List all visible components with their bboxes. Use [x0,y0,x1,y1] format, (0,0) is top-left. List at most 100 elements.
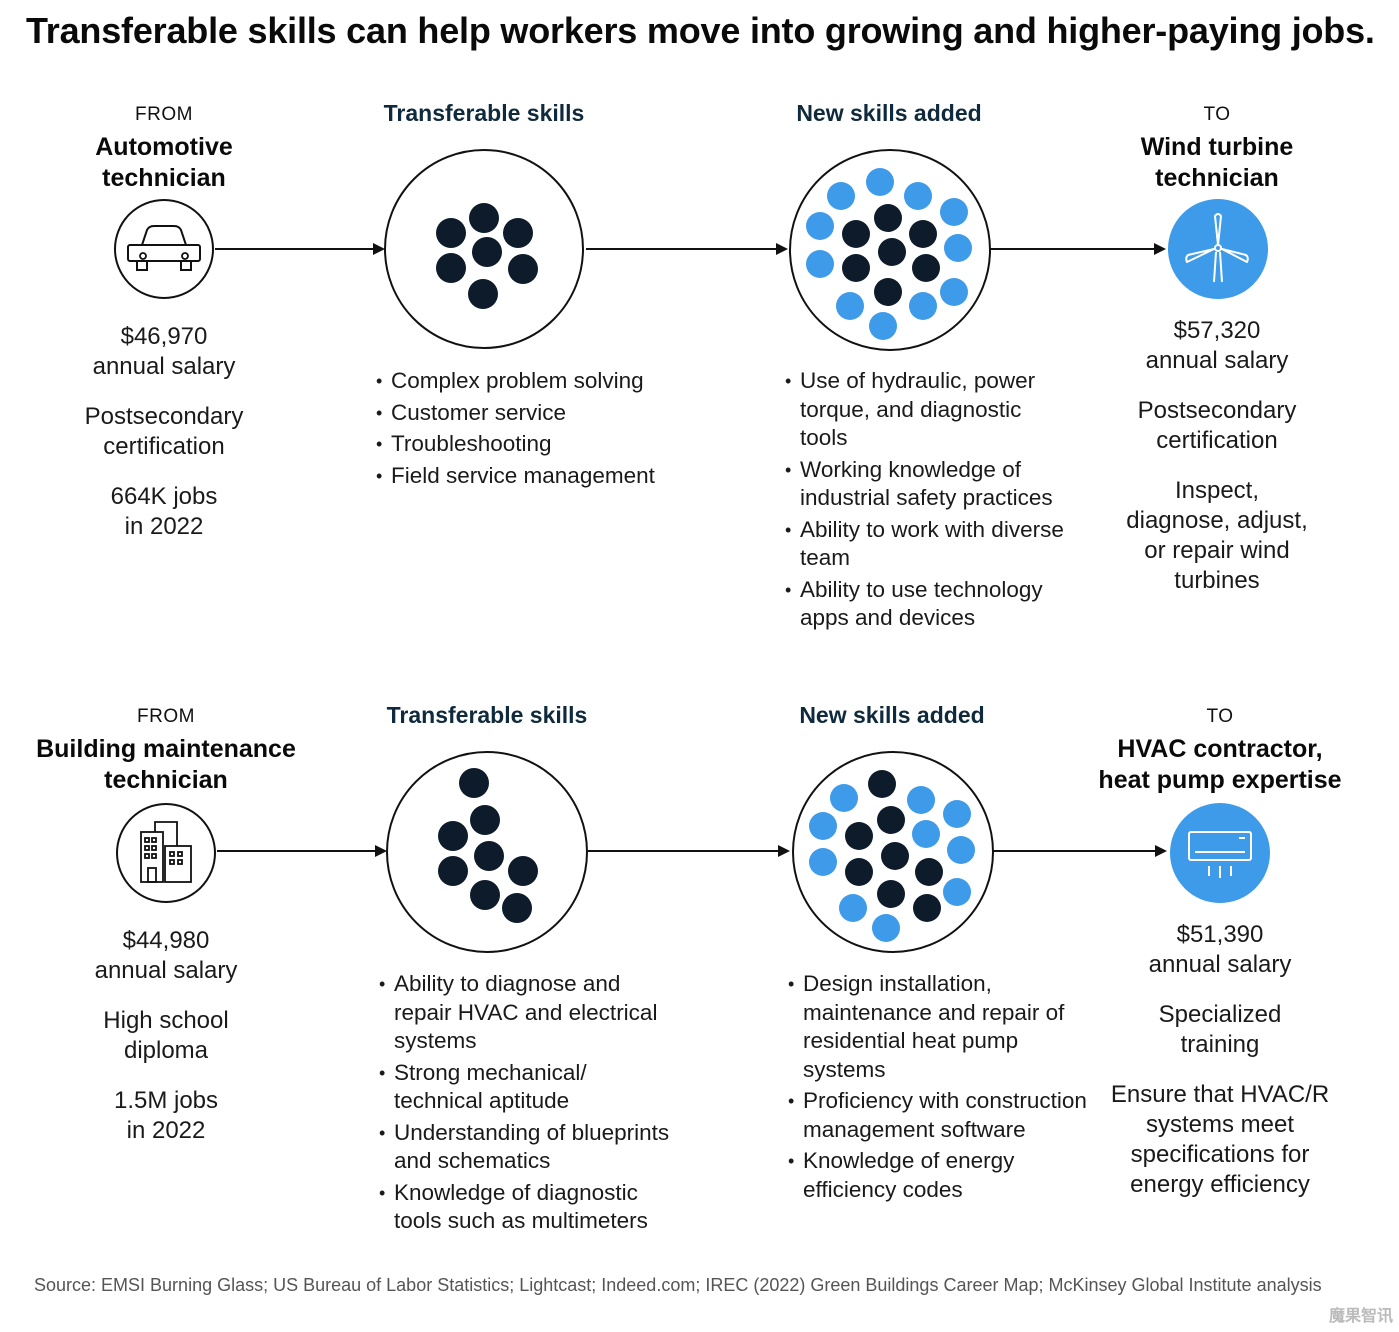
new-skills-heading: New skills added [796,100,982,126]
transferable-skills-heading: Transferable skills [383,100,585,126]
list-item: Understanding of blueprints and schemati… [379,1119,679,1176]
list-item: Proficiency with construction management… [788,1087,1088,1144]
skill-dot [502,893,532,923]
skill-dot [913,894,941,922]
new-skills-circle [791,750,995,959]
skill-dot [459,768,489,798]
skill-dot [845,858,873,886]
skill-dot [469,203,499,233]
to-salary-label: annual salary [1148,951,1292,978]
skill-dot [806,212,834,240]
from-education: High school diploma [103,1007,229,1064]
skill-dot [508,856,538,886]
from-jobs: 664K jobs in 2022 [110,483,218,540]
skill-dot [836,292,864,320]
arrow-connector [215,243,385,255]
air-conditioner-icon [1169,802,1271,909]
car-icon [113,198,215,305]
skill-dot [830,784,858,812]
page-title: Transferable skills can help workers mov… [26,10,1375,51]
skill-dot [842,220,870,248]
from-label: FROM [137,706,195,727]
from-job-title: Automotive technician [95,133,233,192]
list-item: Ability to diagnose and repair HVAC and … [379,970,679,1056]
from-stats: $46,970 annual salary Postsecondary cert… [44,322,284,542]
from-column: FROM Building maintenance technician [16,706,316,796]
skill-dot [877,880,905,908]
skill-dot [915,858,943,886]
skill-dot [436,218,466,248]
new-skills-circle [788,148,992,357]
skill-dot [944,234,972,262]
skill-dot [470,805,500,835]
skill-dot [874,204,902,232]
to-label: TO [1206,706,1234,727]
skill-dot [907,786,935,814]
skill-dot [909,220,937,248]
skill-dot [503,218,533,248]
list-item: Ability to use technology apps and devic… [785,576,1075,633]
skill-dot [842,254,870,282]
skill-dot [904,182,932,210]
list-item: Troubleshooting [376,430,686,459]
from-jobs: 1.5M jobs in 2022 [113,1087,219,1144]
arrow-connector [990,243,1166,255]
skill-dot [940,198,968,226]
transferable-skills-circle [383,148,585,355]
list-item: Design installation, maintenance and rep… [788,970,1088,1084]
from-education: Postsecondary certification [84,403,244,460]
from-label: FROM [135,104,193,125]
skill-dot [472,237,502,267]
skill-dot [909,292,937,320]
transferable-skills-list: Ability to diagnose and repair HVAC and … [379,970,679,1239]
skill-dot [809,812,837,840]
new-skills-heading: New skills added [799,702,985,728]
list-item: Use of hydraulic, power torque, and diag… [785,367,1075,453]
arrow-connector [217,845,387,857]
list-item: Customer service [376,399,686,428]
to-stats: $51,390 annual salary Specialized traini… [1090,920,1350,1200]
skill-dot [877,806,905,834]
skill-dot [874,278,902,306]
from-salary-label: annual salary [94,957,238,984]
from-job-title: Building maintenance technician [36,735,296,794]
to-duty: Ensure that HVAC/R systems meet specific… [1110,1081,1330,1198]
skill-dot [878,238,906,266]
transferable-skills-heading: Transferable skills [386,702,588,728]
skill-dot [868,770,896,798]
skill-dot [468,279,498,309]
skill-dot [845,822,873,850]
source-note: Source: EMSI Burning Glass; US Bureau of… [34,1275,1322,1295]
skill-dot [474,841,504,871]
skill-dot [869,312,897,340]
skill-dot [943,800,971,828]
skill-dot [839,894,867,922]
watermark: 魔果智讯 [1328,1308,1393,1325]
from-stats: $44,980 annual salary High school diplom… [46,926,286,1146]
from-salary: $44,980 [122,927,210,954]
skill-dot [940,278,968,306]
to-salary: $51,390 [1176,921,1264,948]
new-skills-list: Design installation, maintenance and rep… [788,970,1088,1207]
skill-dot [912,820,940,848]
to-job-title: HVAC contractor, heat pump expertise [1098,735,1342,794]
building-icon [115,802,217,909]
list-item: Ability to work with diverse team [785,516,1075,573]
skill-dot [438,856,468,886]
list-item: Field service management [376,462,686,491]
to-stats: $57,320 annual salary Postsecondary cert… [1097,316,1337,596]
arrow-connector [993,845,1167,857]
arrow-connector [588,845,790,857]
skill-dot [806,250,834,278]
to-duty: Inspect, diagnose, adjust, or repair win… [1126,477,1308,594]
arrow-connector [586,243,788,255]
to-job-title: Wind turbine technician [1140,133,1294,192]
new-skills-list: Use of hydraulic, power torque, and diag… [785,367,1075,636]
pathway-row-automotive: FROM Automotive technician $46,970 annua… [0,100,1399,700]
skill-dot [866,168,894,196]
to-education: Postsecondary certification [1137,397,1297,454]
skill-dot [912,254,940,282]
to-label: TO [1203,104,1231,125]
wind-turbine-icon [1167,198,1269,305]
skill-dot [872,914,900,942]
